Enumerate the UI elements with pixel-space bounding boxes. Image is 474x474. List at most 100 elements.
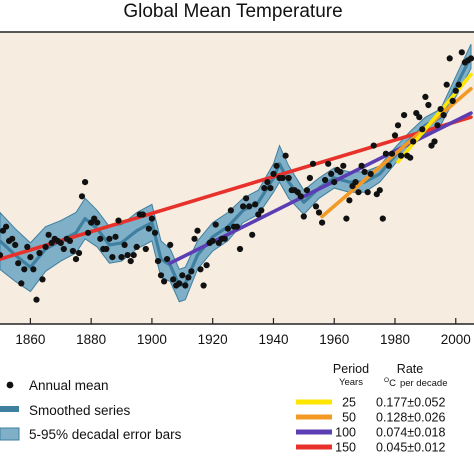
annual-mean-point (297, 193, 304, 200)
annual-mean-point (367, 170, 374, 177)
rate-period: 25 (342, 396, 356, 410)
annual-mean-point (115, 217, 122, 224)
annual-mean-point (72, 256, 80, 263)
annual-mean-point (376, 187, 383, 194)
annual-mean-point (340, 162, 347, 169)
rate-period: 100 (335, 426, 356, 440)
annual-mean-point (221, 235, 228, 242)
annual-mean-point (419, 126, 426, 133)
annual-mean-point (75, 249, 83, 257)
annual-mean-point (176, 280, 183, 287)
rates-table: Period Years Rate OC per decade 25 0.177±0… (296, 362, 447, 455)
annual-mean-point (285, 174, 292, 182)
annual-mean-point (416, 114, 423, 121)
annual-mean-point (300, 213, 307, 220)
annual-mean-point (440, 112, 447, 119)
annual-mean-point (42, 243, 49, 250)
annual-mean-point (45, 231, 52, 238)
rate-period: 50 (342, 411, 356, 425)
annual-mean-point (337, 168, 344, 175)
annual-mean-point (385, 162, 392, 169)
annual-mean-point (69, 247, 76, 255)
annual-mean-point (364, 189, 371, 196)
annual-mean-point (24, 243, 31, 250)
annual-mean-point (106, 235, 113, 242)
annual-mean-point (328, 170, 335, 177)
rate-unit: OC per decade (384, 377, 447, 389)
annual-mean-point (133, 243, 140, 250)
annual-mean-point (151, 229, 159, 236)
annual-mean-point (154, 258, 162, 265)
rate-unit-celsius: C (389, 378, 396, 389)
annual-mean-point (12, 241, 19, 248)
annual-mean-point (240, 203, 247, 210)
annual-mean-point (422, 93, 429, 100)
x-tick-label: 1940 (258, 332, 288, 347)
annual-mean-point (148, 215, 155, 222)
annual-mean-point (188, 268, 195, 275)
annual-mean-point (130, 252, 137, 259)
annual-mean-point (343, 215, 350, 222)
legend: Annual mean Smoothed series 5-95% decada… (0, 378, 182, 442)
chart-title: Global Mean Temperature (123, 1, 342, 22)
rate-value: 0.045±0.012 (376, 441, 445, 455)
rates-rows: 25 0.177±0.052 50 0.128±0.026 100 0.074±0.018… (296, 396, 445, 455)
annual-mean-point (3, 223, 10, 230)
x-tick-label: 1920 (198, 332, 228, 347)
annual-mean-point (203, 262, 210, 269)
annual-mean-point (30, 266, 37, 273)
rate-swatch-25 (296, 399, 332, 405)
x-tick-label: 1960 (319, 332, 349, 347)
annual-mean-point (467, 55, 474, 62)
plot-area (0, 32, 474, 324)
annual-mean-point (236, 245, 244, 253)
annual-mean-point (346, 197, 353, 204)
annual-mean-point (370, 142, 377, 149)
annual-mean-point (18, 280, 25, 287)
annual-mean-point (361, 168, 368, 175)
annual-mean-point (425, 101, 432, 109)
annual-mean-point (319, 219, 326, 226)
annual-mean-point (224, 225, 231, 232)
annual-mean-point (358, 162, 365, 169)
annual-mean-point (127, 258, 134, 265)
annual-mean-point (252, 201, 259, 208)
annual-mean-point (85, 229, 92, 236)
annual-mean-point (452, 87, 459, 94)
annual-mean-point (121, 241, 128, 248)
annual-mean-point (209, 237, 216, 244)
legend-annual-label: Annual mean (29, 378, 109, 393)
rate-value: 0.177±0.052 (376, 396, 445, 410)
annual-mean-point (282, 152, 289, 159)
annual-mean-point (322, 176, 329, 184)
annual-mean-point (139, 211, 146, 218)
x-tick-label: 1880 (76, 332, 106, 347)
annual-mean-point (267, 185, 274, 192)
annual-mean-point (270, 170, 277, 177)
annual-mean-point (309, 160, 317, 167)
annual-mean-point (97, 235, 104, 242)
annual-mean-point (66, 237, 73, 244)
legend-smoothed-label: Smoothed series (29, 403, 131, 418)
annual-mean-point (78, 193, 86, 200)
annual-mean-point (142, 245, 149, 253)
rate-period: 150 (335, 441, 356, 455)
annual-mean-point (246, 203, 253, 210)
annual-mean-point (164, 256, 171, 263)
annual-mean-point (306, 174, 313, 182)
x-tick-label: 2000 (441, 332, 471, 347)
legend-errorbars-label: 5-95% decadal error bars (29, 427, 182, 442)
annual-mean-point (434, 122, 441, 129)
rate-unit-degree: O (384, 377, 389, 384)
annual-mean-point (94, 219, 101, 226)
annual-mean-point (407, 154, 414, 161)
annual-mean-point (21, 266, 28, 273)
annual-mean-point (233, 223, 241, 230)
annual-mean-point (60, 245, 67, 253)
plot-layer (0, 43, 474, 303)
annual-mean-point (167, 241, 174, 248)
annual-mean-point (157, 272, 165, 279)
annual-mean-point (185, 274, 192, 281)
annual-mean-point (33, 296, 40, 303)
trend-line-150 (0, 115, 473, 261)
